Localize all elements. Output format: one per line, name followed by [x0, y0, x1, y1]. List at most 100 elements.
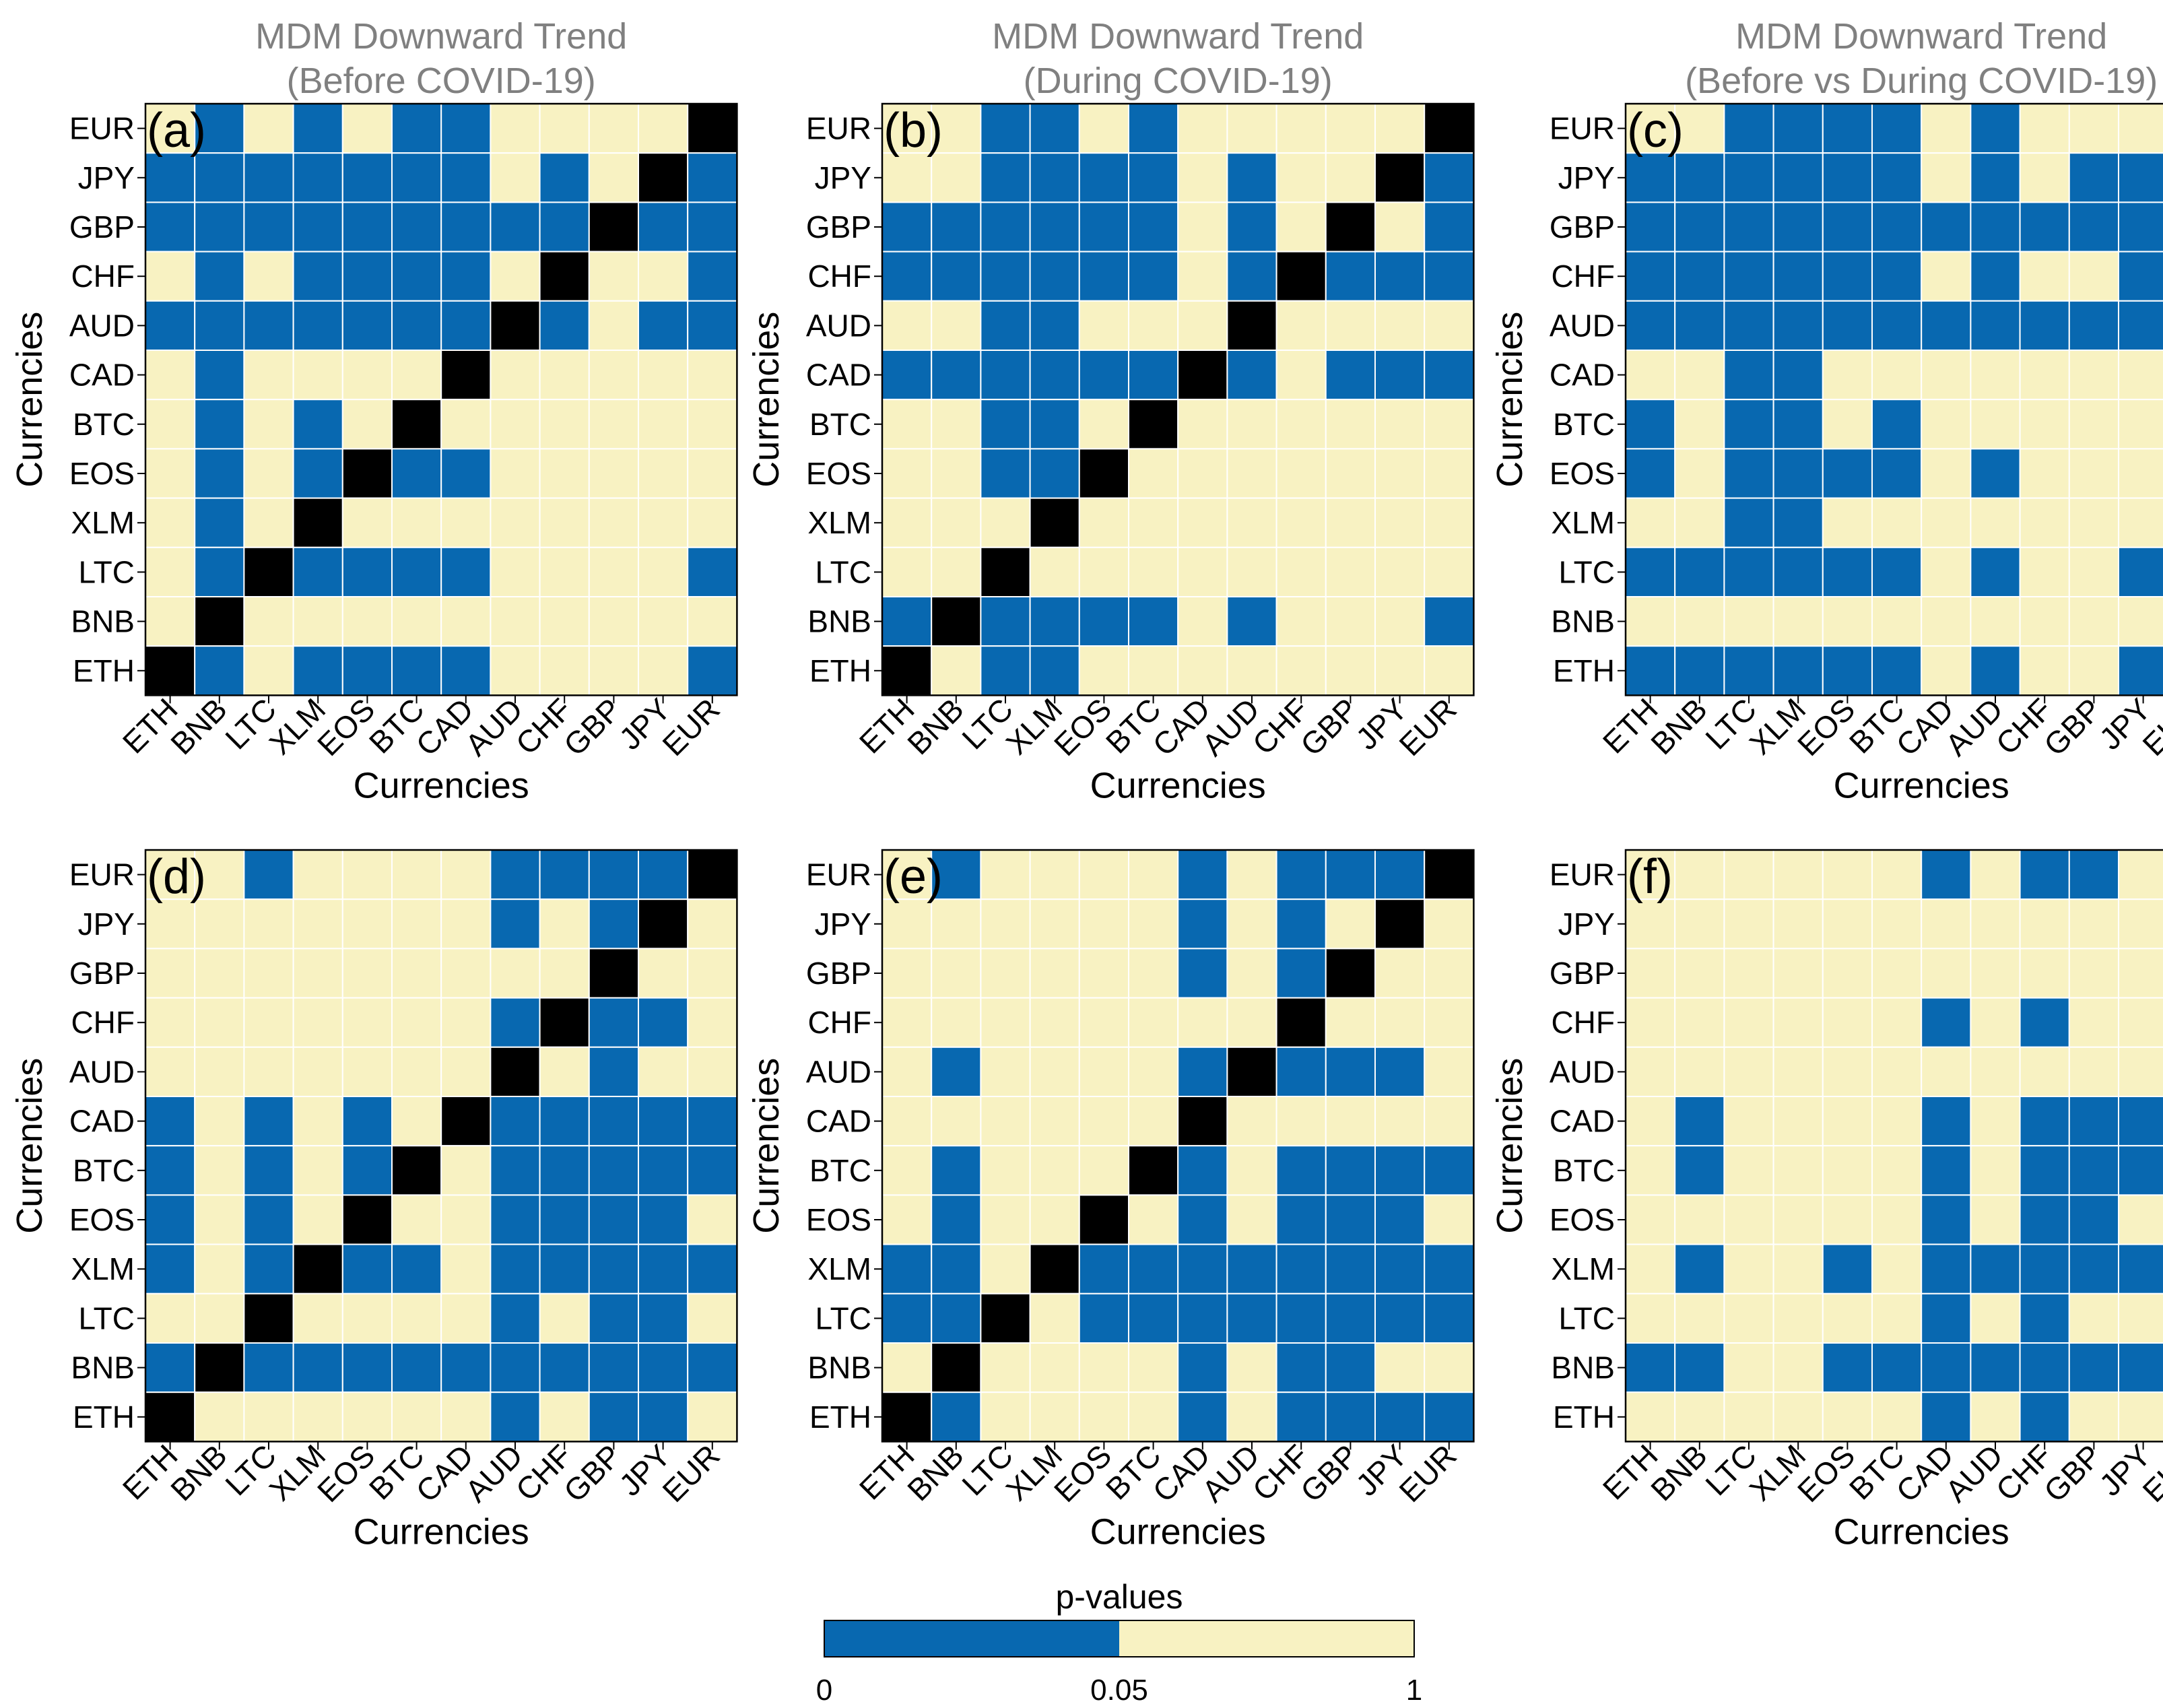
- heatmap-cell: [1625, 997, 1676, 1048]
- heatmap-cell: [1325, 1096, 1376, 1147]
- heatmap-cell: [145, 1391, 196, 1443]
- heatmap-cell: [1177, 1243, 1228, 1294]
- heatmap-cell: [1970, 1243, 2021, 1294]
- heatmap-cell: [194, 1292, 245, 1344]
- heatmap-cell: [1374, 997, 1426, 1048]
- heatmap-cell: [1871, 448, 1923, 499]
- heatmap-cell: [292, 1342, 343, 1393]
- heatmap-cell: [638, 1391, 689, 1443]
- y-tick-label: CHF: [1551, 1005, 1615, 1040]
- x-tick-label: EUR: [655, 692, 726, 762]
- heatmap-cell: [341, 1243, 393, 1294]
- heatmap-cell: [687, 1096, 738, 1147]
- heatmap-cell: [2019, 1046, 2070, 1098]
- heatmap-cell: [1970, 300, 2021, 351]
- heatmap-cell: [440, 645, 492, 696]
- heatmap-cell: [1970, 1096, 2021, 1147]
- y-tick-label: ETH: [809, 1400, 871, 1435]
- heatmap-cell: [539, 1391, 590, 1443]
- heatmap-cell: [1921, 645, 1972, 696]
- heatmap-cell: [145, 997, 196, 1048]
- heatmap-cell: [1723, 448, 1774, 499]
- heatmap-cell: [1226, 1342, 1277, 1393]
- heatmap-cell: [1374, 1046, 1426, 1098]
- heatmap-cell: [341, 103, 393, 154]
- heatmap-cell: [1723, 350, 1774, 401]
- heatmap-cell: [1723, 948, 1774, 999]
- heatmap-cell: [1921, 1046, 1972, 1098]
- heatmap-cell: [1921, 1145, 1972, 1196]
- heatmap-cell: [1325, 948, 1376, 999]
- heatmap-cell: [292, 399, 343, 450]
- heatmap-cell: [1871, 1046, 1923, 1098]
- heatmap-cell: [1625, 898, 1676, 950]
- heatmap-cell: [1325, 497, 1376, 548]
- heatmap-cell: [145, 596, 196, 647]
- heatmap-cell: [1871, 300, 1923, 351]
- heatmap-cell: [1822, 251, 1873, 302]
- heatmap-cell: [1374, 948, 1426, 999]
- heatmap-cell: [539, 152, 590, 203]
- heatmap-cell: [980, 1096, 1031, 1147]
- heatmap-cell: [1625, 1391, 1676, 1443]
- heatmap-cell: [687, 1145, 738, 1196]
- heatmap-cell: [2019, 1096, 2070, 1147]
- y-tick-label: XLM: [1551, 505, 1615, 540]
- heatmap-cell: [341, 201, 393, 253]
- heatmap-cell: [588, 201, 639, 253]
- heatmap-cell: [243, 251, 294, 302]
- heatmap-cell: [194, 350, 245, 401]
- heatmap-cell: [588, 1096, 639, 1147]
- heatmap-cell: [1822, 1292, 1873, 1344]
- heatmap-cell: [1625, 300, 1676, 351]
- panel-frame: [1624, 849, 2163, 1443]
- heatmap-cell: [539, 596, 590, 647]
- heatmap-cell: [292, 1096, 343, 1147]
- heatmap-cell: [1275, 300, 1327, 351]
- heatmap-cell: [292, 1145, 343, 1196]
- heatmap-cell: [1128, 350, 1179, 401]
- heatmap-cell: [1921, 546, 1972, 597]
- heatmap-cell: [1970, 448, 2021, 499]
- y-tick-label: XLM: [71, 505, 135, 540]
- heatmap-cell: [931, 1145, 982, 1196]
- heatmap-cell: [490, 1046, 541, 1098]
- heatmap-cell: [341, 1194, 393, 1245]
- y-tick-label: EUR: [1550, 857, 1615, 892]
- heatmap-cell: [341, 546, 393, 597]
- heatmap-cell: [881, 251, 933, 302]
- heatmap-cell: [1029, 849, 1080, 900]
- heatmap-cell: [1970, 1292, 2021, 1344]
- y-tick-label: ETH: [1553, 1400, 1615, 1435]
- heatmap-cell: [1871, 201, 1923, 253]
- heatmap-cell: [539, 103, 590, 154]
- heatmap-cell: [1128, 1342, 1179, 1393]
- heatmap-cell: [931, 546, 982, 597]
- heatmap-cell: [1871, 1194, 1923, 1245]
- heatmap-cell: [341, 849, 393, 900]
- heatmap-cell: [391, 300, 442, 351]
- heatmap-cell: [1822, 1145, 1873, 1196]
- heatmap-cell: [2118, 350, 2163, 401]
- heatmap-cell: [638, 1292, 689, 1344]
- heatmap-cell: [243, 1046, 294, 1098]
- heatmap-cell: [1275, 898, 1327, 950]
- heatmap-cell: [1772, 251, 1824, 302]
- heatmap-cell: [881, 1391, 933, 1443]
- heatmap-cell: [292, 997, 343, 1048]
- heatmap-cell: [490, 300, 541, 351]
- p-value-legend: p-values 0 0.05 1: [816, 1578, 1422, 1707]
- heatmap-cell: [145, 948, 196, 999]
- heatmap-cell: [1723, 1096, 1774, 1147]
- heatmap-cell: [1921, 152, 1972, 203]
- y-tick-label: CAD: [69, 1104, 135, 1139]
- heatmap-cell: [292, 1194, 343, 1245]
- heatmap-cell: [1374, 300, 1426, 351]
- heatmap-cell: [1226, 497, 1277, 548]
- heatmap-cell: [1226, 1145, 1277, 1196]
- heatmap-cell: [1029, 898, 1080, 950]
- heatmap-cell: [1029, 948, 1080, 999]
- heatmap-cell: [1275, 103, 1327, 154]
- heatmap-cell: [1325, 399, 1376, 450]
- heatmap-cell: [145, 898, 196, 950]
